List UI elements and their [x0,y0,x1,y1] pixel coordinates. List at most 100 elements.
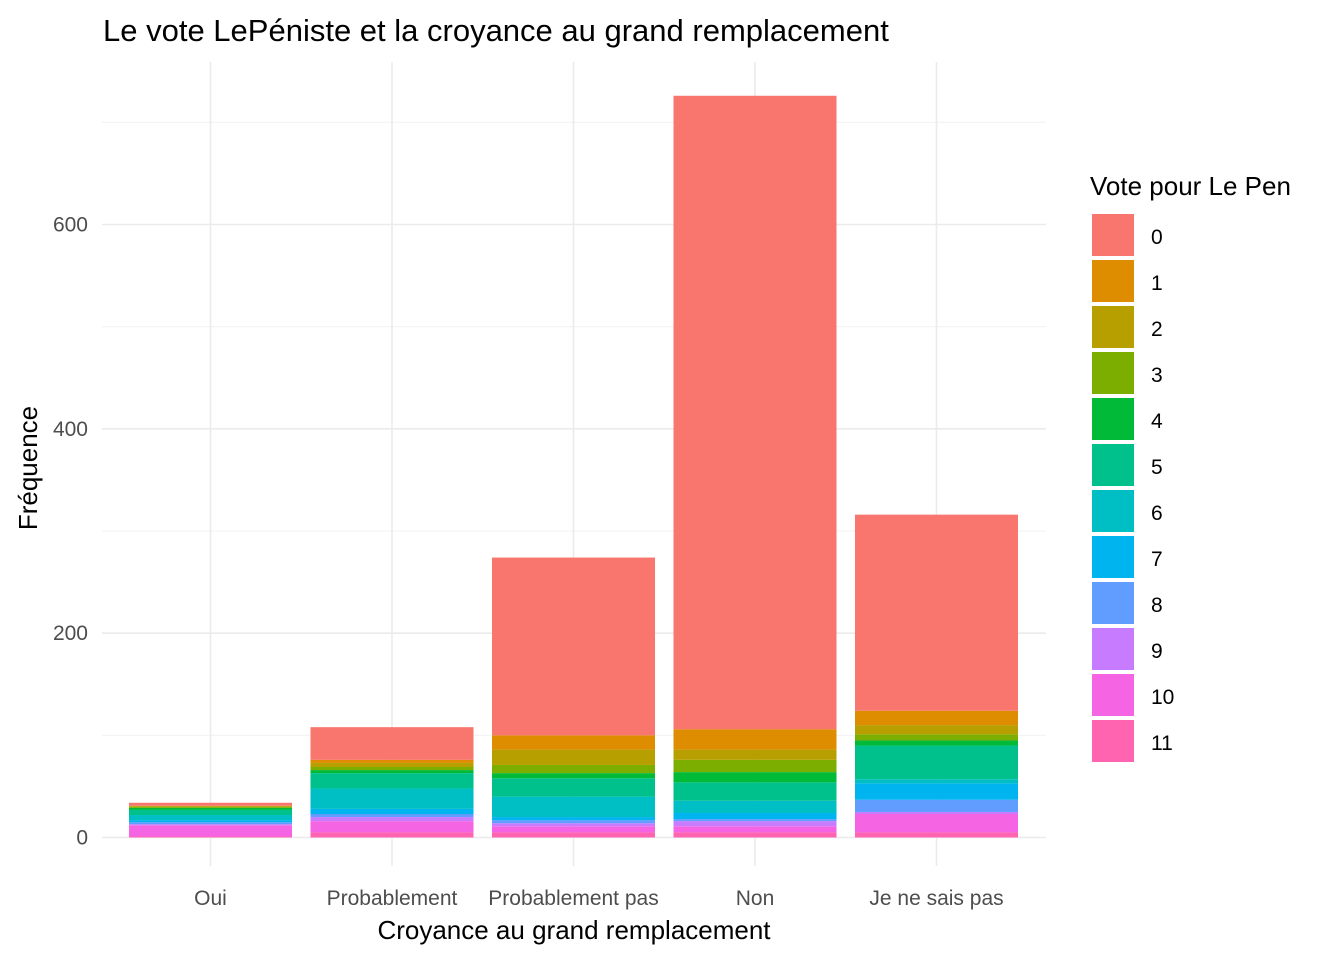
legend-key [1092,444,1134,486]
bar-segment [855,832,1018,838]
bar-segment [673,749,837,760]
bar-segment [673,772,837,783]
bar-segment [855,779,1018,784]
bar-segment [855,799,1018,812]
bar-segment [310,817,474,822]
bar-segment [129,815,292,821]
legend-label: 7 [1151,548,1163,571]
bar-segment [129,825,292,837]
bar-segment [129,806,292,808]
bar-segment [310,814,474,818]
bar-segment [492,749,655,765]
bar-segment [673,826,837,833]
bar-segment [310,821,474,833]
legend-label: 10 [1151,686,1174,709]
bar-segment [310,727,474,760]
bar-segment [310,808,474,815]
bar-segment [310,770,474,774]
bar-segment [492,764,655,774]
legend-key [1092,720,1134,762]
y-tick-label: 0 [76,827,88,850]
bar-segment [492,832,655,838]
bar-segment [492,778,655,797]
legend-key [1092,674,1134,716]
legend-key [1092,398,1134,440]
bar-segment [129,807,292,810]
legend-label: 11 [1151,732,1173,755]
legend-label: 9 [1151,640,1163,663]
bar-segment [310,788,474,809]
bar-segment [310,767,474,771]
bar-segment [492,817,655,821]
legend: Vote pour Le Pen 0 1 2 3 4 5 6 7 8 9 10 11 [1090,171,1291,762]
bar-segment [310,773,474,789]
legend-label: 2 [1151,318,1163,341]
legend-key [1092,352,1134,394]
bar-segment [855,734,1018,741]
bar-segment [855,814,1018,833]
bar-segment [855,710,1018,726]
x-tick-label: Non [736,887,775,910]
bar-segment [855,783,1018,800]
legend-label: 0 [1151,226,1163,249]
bar-segment [129,802,292,806]
bar-segment [673,812,837,820]
x-tick-label: Je ne sais pas [869,887,1003,910]
legend-label: 8 [1151,594,1163,617]
bar-segment [129,809,292,816]
bar-segment [310,759,474,763]
x-tick-label: Oui [194,887,227,910]
bar-segment [492,796,655,818]
x-axis-title: Croyance au grand remplacement [377,915,771,945]
y-tick-label: 200 [53,622,88,645]
legend-key [1092,306,1134,348]
bar-segment [492,826,655,833]
bar-segment [673,759,837,773]
bar-segment [673,832,837,838]
bar-segment [129,805,292,807]
bar-segment [673,819,837,822]
bar-segment [129,824,292,826]
bar-segment [855,725,1018,735]
bar-segment [492,823,655,827]
legend-key [1092,582,1134,624]
bar-segment [673,800,837,813]
bar-segment [855,745,1018,780]
legend-key [1092,536,1134,578]
legend-label: 4 [1151,410,1163,433]
bar-segment [492,735,655,750]
bar-segment [310,762,474,768]
legend-label: 3 [1151,364,1163,387]
bar-segment [129,820,292,823]
legend-label: 5 [1151,456,1163,479]
legend-key [1092,214,1134,256]
legend-key [1092,490,1134,532]
y-tick-label: 400 [53,418,88,441]
bar-segment [129,836,292,838]
bar-segment [673,729,837,750]
bar-segment [673,821,837,827]
legend-title: Vote pour Le Pen [1090,171,1291,201]
legend-label: 6 [1151,502,1163,525]
bar-segment [310,832,474,838]
y-tick-label: 600 [53,214,88,237]
bar-segment [855,740,1018,746]
x-tick-label: Probablement [327,887,458,910]
y-axis-title: Fréquence [13,406,43,530]
x-axis-ticks: Oui Probablement Probablement pas Non Je ne … [194,887,1003,910]
bar-segment [673,95,837,730]
legend-key [1092,260,1134,302]
bar-segment [129,822,292,825]
legend-label: 1 [1151,272,1163,295]
legend-key [1092,628,1134,670]
x-tick-label: Probablement pas [488,887,658,910]
y-axis-ticks: 0 200 400 600 [53,214,88,850]
bar-segment [492,773,655,779]
bar-segment [492,820,655,824]
bar-segment [492,557,655,736]
bar-segment [673,782,837,801]
bar-segment [855,514,1018,711]
bar-segment [855,811,1018,815]
bars [129,95,1018,838]
